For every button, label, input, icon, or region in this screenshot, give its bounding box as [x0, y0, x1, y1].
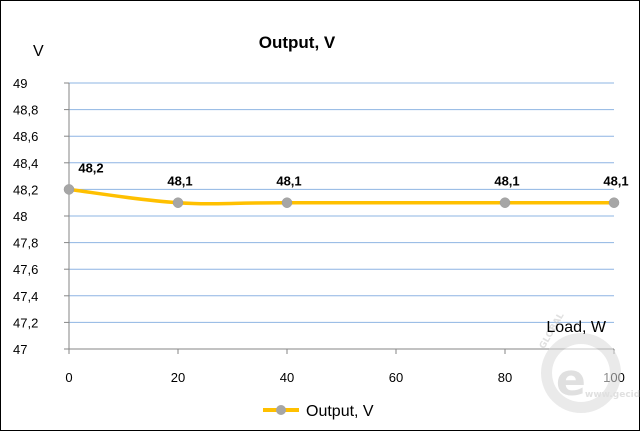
series-line — [68, 187, 614, 206]
y-tick-label: 48,4 — [13, 156, 38, 171]
x-tick-label: 60 — [389, 370, 403, 385]
y-tick-label: 47,8 — [13, 236, 38, 251]
legend-label: Output, V — [306, 403, 374, 420]
data-point — [281, 197, 293, 208]
x-axis-title: Load, W — [546, 319, 606, 336]
legend-marker — [276, 405, 286, 415]
y-tick-label: 48 — [13, 209, 27, 224]
data-label: 48,1 — [276, 174, 301, 189]
data-label: 48,2 — [78, 160, 103, 175]
y-axis-title: V — [33, 43, 44, 60]
svg-text:www.gecid.com: www.gecid.com — [585, 390, 640, 400]
x-tick-label: 40 — [280, 370, 294, 385]
data-point — [499, 197, 511, 208]
x-tick-label: 0 — [65, 370, 72, 385]
data-labels: 48,2 48,1 48,1 48,1 48,1 — [78, 160, 628, 188]
y-tick-label: 47,2 — [13, 315, 38, 330]
data-point — [608, 197, 620, 208]
data-label: 48,1 — [167, 174, 192, 189]
data-label: 48,1 — [494, 174, 519, 189]
x-tick-label: 20 — [171, 370, 185, 385]
svg-text:e: e — [556, 355, 586, 406]
x-tick-label: 80 — [498, 370, 512, 385]
y-tick-label: 48,6 — [13, 129, 38, 144]
chart-title: Output, V — [259, 33, 336, 52]
y-tick-label: 48,2 — [13, 182, 38, 197]
y-tick-label: 47 — [13, 342, 27, 357]
data-point — [63, 184, 75, 195]
data-label: 48,1 — [603, 174, 628, 189]
data-point — [172, 197, 184, 208]
axes — [64, 82, 615, 354]
gridlines — [69, 82, 614, 323]
y-tick-label: 47,6 — [13, 262, 38, 277]
y-tick-labels: 47 47,2 47,4 47,6 47,8 48 48,2 48,4 48,6 48,8 49 — [13, 76, 38, 357]
series-output — [63, 184, 620, 208]
legend: Output, V — [263, 403, 374, 420]
y-tick-label: 47,4 — [13, 289, 38, 304]
y-tick-label: 48,8 — [13, 103, 38, 118]
y-tick-label: 49 — [13, 76, 27, 91]
x-tick-labels: 020406080100 — [65, 370, 624, 385]
